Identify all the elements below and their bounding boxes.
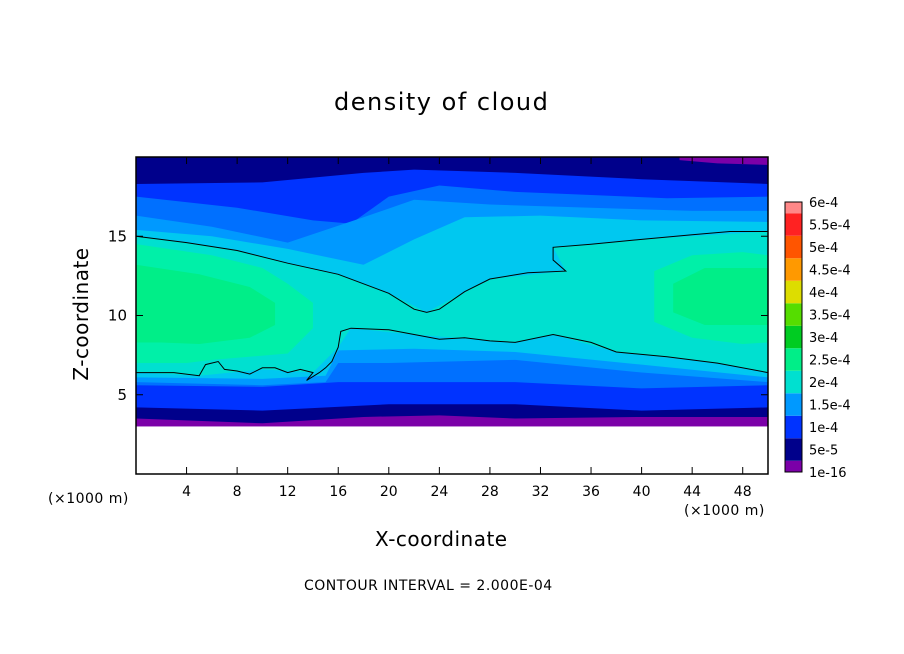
x-tick-label: 8: [233, 484, 242, 500]
contour-line: [136, 327, 768, 381]
contour-lines: [136, 231, 768, 381]
x-tick-label: 36: [582, 484, 600, 500]
band-2.5e-4-right: [673, 267, 768, 326]
colorbar-label: 2.5e-4: [809, 354, 851, 369]
x-tick-label: 16: [329, 484, 347, 500]
colorbar-swatch: [785, 258, 802, 281]
x-tick-label: 32: [532, 484, 550, 500]
y-tick-label: 15: [108, 227, 127, 245]
colorbar-label: 5.5e-4: [809, 219, 851, 234]
y-axis-title: Z-coordinate: [69, 247, 93, 381]
colorbar-swatch: [785, 393, 802, 416]
y-axis: 5 10 15: [108, 227, 768, 404]
colorbar-label: 5e-5: [809, 444, 838, 459]
ground-mask: [136, 426, 768, 474]
x-tick-label: 44: [683, 484, 701, 500]
colorbar-swatch: [785, 348, 802, 371]
x-tick-label: 40: [633, 484, 651, 500]
colorbar-swatch: [785, 202, 802, 214]
band-2.5e-4-left: [136, 264, 276, 345]
y-tick-label: 5: [117, 386, 127, 404]
band-top-1e-16: [679, 157, 768, 165]
colorbar-frame: [784, 201, 803, 473]
x-tick-label: 48: [734, 484, 752, 500]
colorbar-swatch: [785, 235, 802, 259]
colorbar-label: 4e-4: [809, 286, 838, 301]
x-tick-label: 20: [380, 484, 398, 500]
colorbar-swatch: [785, 460, 802, 472]
band-low-5e-5: [136, 404, 768, 422]
x-tick-label: 28: [481, 484, 499, 500]
band-low-1e-16: [136, 415, 768, 427]
x-axis-title: X-coordinate: [375, 527, 508, 551]
colorbar-swatch: [785, 325, 802, 349]
colorbar-label: 3.5e-4: [809, 309, 851, 324]
y-unit-label: (×1000 m): [48, 491, 129, 507]
colorbar-swatch: [785, 370, 802, 394]
x-tick-label: 4: [182, 484, 191, 500]
colorbar-label: 1e-4: [809, 421, 838, 436]
colorbar: 1e-16 5e-5 1e-4 1.5e-4 2e-4 2.5e-4 3e-4 3.5e-4 4…: [784, 196, 851, 481]
colorbar-label: 3e-4: [809, 331, 838, 346]
colorbar-swatch: [785, 213, 802, 236]
colorbar-swatch: [785, 303, 802, 326]
colorbar-label: 1e-16: [809, 466, 847, 481]
density-field: [136, 157, 768, 474]
colorbar-swatch: [785, 280, 802, 304]
colorbar-label: 1.5e-4: [809, 399, 851, 414]
x-axis: 4 8 12 16 20 24 28 32 36 40 44 48: [182, 157, 752, 500]
chart-title: density of cloud: [334, 88, 550, 116]
y-tick-label: 10: [108, 307, 127, 325]
x-tick-label: 24: [430, 484, 448, 500]
contour-interval-note: CONTOUR INTERVAL = 2.000E-04: [304, 578, 553, 594]
colorbar-label: 4.5e-4: [809, 264, 851, 279]
x-tick-label: 12: [279, 484, 297, 500]
x-unit-label: (×1000 m): [684, 503, 765, 519]
contour-line: [136, 231, 768, 313]
colorbar-swatch: [785, 438, 802, 461]
colorbar-label: 6e-4: [809, 196, 838, 211]
colorbar-label: 2e-4: [809, 376, 838, 391]
band-low-1e-4: [136, 382, 768, 417]
colorbar-label: 5e-4: [809, 241, 838, 256]
colorbar-swatch: [785, 415, 802, 439]
